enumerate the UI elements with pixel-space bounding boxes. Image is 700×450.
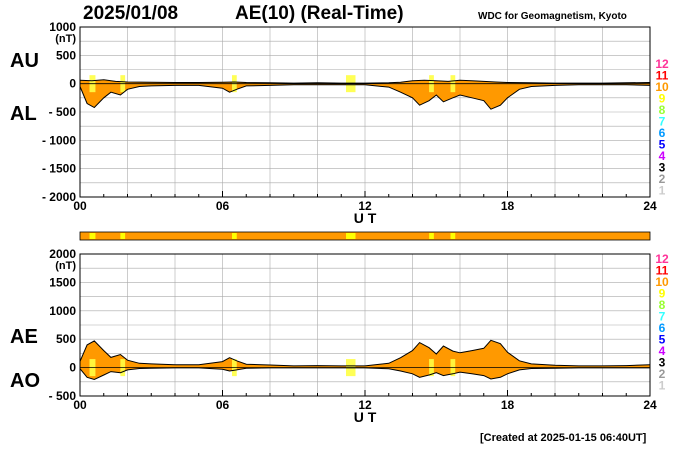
x-axis-label: U T (354, 210, 377, 226)
x-tick-label: 18 (501, 199, 515, 213)
y-tick-label: - 500 (49, 389, 77, 403)
station-count-12: 12 (655, 252, 669, 266)
station-bar-segment (89, 233, 96, 239)
station-bar-base (79, 231, 651, 241)
label-au: AU (10, 50, 39, 72)
station-count-3: 3 (659, 356, 666, 370)
station-count-9: 9 (659, 287, 666, 301)
station-bar-segment (346, 233, 356, 239)
y-tick-label: 500 (56, 332, 76, 346)
x-tick-label: 00 (73, 199, 87, 213)
y-tick-label: 1000 (49, 20, 76, 34)
chart-title: AE(10) (Real-Time) (235, 3, 404, 24)
station-count-11: 11 (656, 69, 669, 83)
y-tick-label: 2000 (49, 247, 76, 261)
station-count-9: 9 (659, 92, 666, 106)
y-tick-label: - 1500 (42, 162, 76, 176)
y-tick-label: 1000 (49, 304, 76, 318)
y-tick-label: 0 (69, 361, 76, 375)
station-count-4: 4 (659, 149, 666, 163)
series-fill-area (80, 340, 650, 380)
series-fill-area (80, 79, 650, 110)
label-ao: AO (10, 370, 40, 392)
series-line-ae (79, 339, 651, 367)
data-source: WDC for Geomagnetism, Kyoto (478, 11, 627, 22)
station-bar-segment (450, 233, 456, 239)
label-al: AL (10, 103, 37, 125)
station-count-bar (79, 231, 651, 241)
station-count-12: 12 (655, 57, 669, 71)
x-tick-label: 24 (643, 199, 657, 213)
x-tick-label: 12 (358, 199, 372, 213)
y-tick-label: 1500 (49, 275, 76, 289)
chart-date: 2025/01/08 (83, 3, 179, 24)
ae-ao-panel: 2000 1500 1000 500 0 - 500 (nT) 00 06 12 18 24 U T (49, 247, 657, 425)
station-count-10: 10 (655, 80, 669, 94)
x-tick-label: 12 (358, 398, 372, 412)
x-axis-label: U T (354, 409, 377, 425)
station-count-5: 5 (659, 333, 666, 347)
station-count-10: 10 (655, 275, 669, 289)
y-tick-label: - 500 (49, 105, 77, 119)
station-count-2: 2 (659, 367, 666, 381)
x-tick-label: 00 (73, 398, 87, 412)
station-count-2: 2 (659, 172, 666, 186)
y-unit-label: (nT) (55, 33, 76, 45)
x-tick-label: 06 (216, 199, 230, 213)
y-tick-label: 0 (69, 77, 76, 91)
series-line-au (79, 79, 651, 84)
station-count-7: 7 (659, 310, 666, 324)
y-tick-label: - 1000 (42, 133, 76, 147)
series-line-ao (79, 367, 650, 381)
station-count-7: 7 (659, 115, 666, 129)
station-count-3: 3 (659, 161, 666, 175)
y-unit-label: (nT) (55, 260, 76, 272)
label-ae: AE (10, 326, 38, 348)
station-count-1: 1 (659, 184, 666, 198)
station-count-4: 4 (659, 344, 666, 358)
station-count-8: 8 (659, 298, 666, 312)
station-bar-segment (232, 233, 237, 239)
series-line-al (79, 84, 651, 110)
station-count-6: 6 (659, 126, 666, 140)
station-count-5: 5 (659, 138, 666, 152)
y-tick-label: - 2000 (42, 190, 76, 204)
x-tick-label: 18 (501, 398, 515, 412)
station-count-8: 8 (659, 103, 666, 117)
x-tick-label: 06 (216, 398, 230, 412)
station-count-11: 11 (656, 264, 669, 278)
x-tick-label: 24 (643, 398, 657, 412)
station-count-6: 6 (659, 321, 666, 335)
station-count-1: 1 (659, 379, 666, 393)
station-bar-segment (429, 233, 434, 239)
au-al-panel: 1000 500 0 - 500 - 1000 - 1500 - 2000 (nT) 00 06 1… (42, 20, 657, 226)
y-tick-label: 500 (56, 48, 76, 62)
created-timestamp: [Created at 2025-01-15 06:40UT] (480, 432, 647, 444)
station-bar-segment (120, 233, 126, 239)
